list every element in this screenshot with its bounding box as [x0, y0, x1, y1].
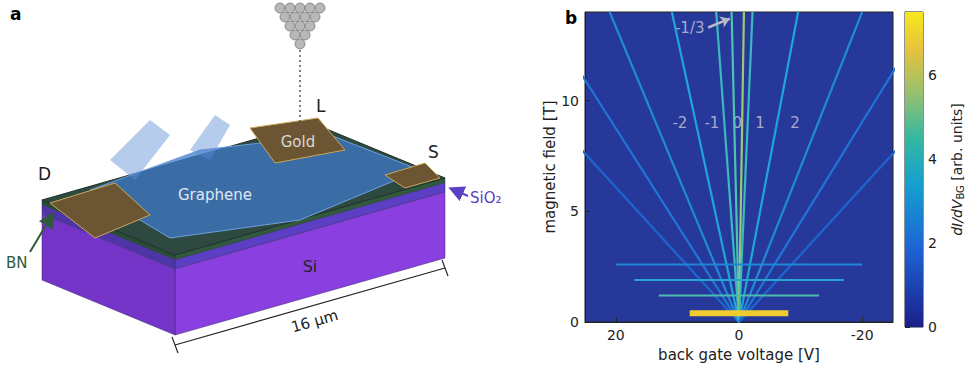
svg-text:16 µm: 16 µm — [289, 306, 340, 336]
svg-text:0: 0 — [732, 113, 742, 132]
svg-text:20: 20 — [607, 327, 625, 343]
svg-text:-1: -1 — [704, 114, 719, 132]
svg-text:b: b — [565, 8, 577, 28]
svg-text:1: 1 — [755, 114, 765, 132]
svg-text:[arb. units]: [arb. units] — [949, 103, 965, 185]
svg-text:S: S — [428, 142, 439, 162]
svg-text:5: 5 — [570, 203, 579, 219]
svg-text:-20: -20 — [851, 327, 874, 343]
svg-text:back gate voltage [V]: back gate voltage [V] — [658, 346, 820, 364]
svg-text:Si: Si — [303, 257, 318, 276]
svg-text:2: 2 — [928, 235, 937, 251]
svg-text:-2: -2 — [672, 114, 687, 132]
svg-text:L: L — [316, 96, 326, 116]
svg-text:0: 0 — [735, 327, 744, 343]
svg-text:magnetic field [T]: magnetic field [T] — [541, 100, 559, 233]
svg-text:D: D — [38, 164, 51, 184]
svg-text:BG: BG — [955, 185, 966, 199]
svg-text:0: 0 — [928, 319, 937, 335]
svg-text:dI/dV: dI/dV — [949, 198, 965, 236]
svg-text:10: 10 — [561, 93, 579, 109]
svg-text:Gold: Gold — [281, 133, 316, 151]
svg-text:2: 2 — [790, 114, 800, 132]
svg-text:a: a — [10, 4, 21, 24]
svg-text:0: 0 — [570, 314, 579, 330]
svg-text:Graphene: Graphene — [178, 186, 252, 204]
svg-text:BN: BN — [6, 254, 28, 272]
svg-text:4: 4 — [928, 151, 937, 167]
svg-text:SiO₂: SiO₂ — [470, 189, 502, 207]
svg-text:6: 6 — [928, 67, 937, 83]
svg-text:-1/3: -1/3 — [675, 19, 705, 37]
